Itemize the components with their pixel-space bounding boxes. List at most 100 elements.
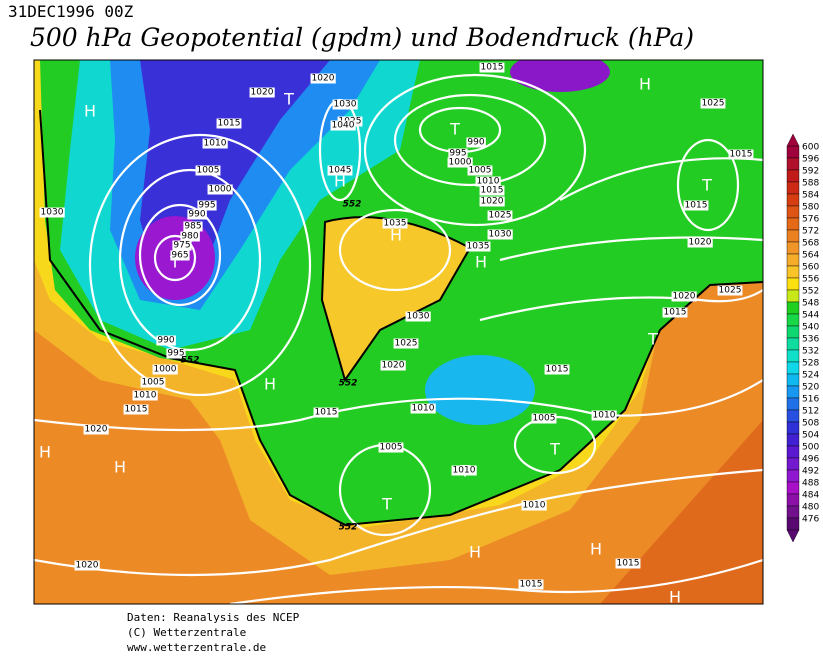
isobar-label: 1020 <box>312 74 335 84</box>
isobar-label: 1025 <box>489 211 512 221</box>
isobar-label-bg <box>183 221 203 232</box>
isobar-label-bg <box>327 165 353 176</box>
isobar-label-bg <box>330 120 356 131</box>
isobar-label-bg <box>410 403 436 414</box>
pressure-center: H <box>469 543 481 562</box>
isobar-label-bg <box>671 291 697 302</box>
isobar-label-bg <box>180 231 200 242</box>
isobar-label-bg <box>544 364 570 375</box>
pressure-center: T <box>647 330 658 349</box>
isobar-label-bg <box>172 240 192 251</box>
footer-line: www.wetterzentrale.de <box>127 641 266 654</box>
isobar-label: 1005 <box>380 443 403 453</box>
colorbar-swatch <box>786 253 800 267</box>
map-labels: HTHTHTHHTHTHHTTTHHH101510201020103010251… <box>39 62 754 604</box>
isobar-label-bg <box>479 62 505 73</box>
pressure-center: H <box>590 540 602 559</box>
colorbar-swatch <box>786 445 800 459</box>
colorbar-label: 484 <box>802 491 819 501</box>
contour-552 <box>39 109 763 527</box>
field-trough <box>425 355 535 425</box>
colorbar-label: 540 <box>802 323 819 333</box>
isobar-label-bg <box>662 307 688 318</box>
colorbar-label: 584 <box>802 191 819 201</box>
isobar-label-bg <box>380 360 406 371</box>
colorbar-label: 524 <box>802 371 819 381</box>
isobar-label: 1000 <box>449 158 472 168</box>
colorbar-swatch <box>786 313 800 327</box>
isobar-label-bg <box>216 118 242 129</box>
colorbar-swatch <box>786 301 800 315</box>
colorbar-label: 480 <box>802 503 819 513</box>
isobar-label: 1005 <box>469 166 492 176</box>
isobar-label: 1035 <box>384 219 407 229</box>
isobar-label: 1000 <box>154 365 177 375</box>
isobar-label-bg <box>202 138 228 149</box>
isobar-label: 1015 <box>481 63 504 73</box>
pressure-center: T <box>381 495 392 514</box>
isobar-label-bg <box>448 148 468 159</box>
colorbar-label: 528 <box>802 359 819 369</box>
colorbar-label: 516 <box>802 395 819 405</box>
colorbar-label: 508 <box>802 419 819 429</box>
isobar-label-bg <box>156 335 176 346</box>
isobar-label-bg <box>393 338 419 349</box>
isobar-label-bg <box>451 465 477 476</box>
colorbar-label: 476 <box>802 515 819 525</box>
isobar-label: 990 <box>467 138 484 148</box>
isobar-label-bg <box>152 364 178 375</box>
colorbar-swatch <box>786 409 800 423</box>
isobar-label-bg <box>683 200 709 211</box>
colorbar-label: 544 <box>802 311 819 321</box>
colorbar-label: 532 <box>802 347 819 357</box>
isobar-label: 1005 <box>197 166 220 176</box>
colorbar-swatch <box>786 517 800 531</box>
colorbar-label: 548 <box>802 299 819 309</box>
colorbar-cap-bottom <box>786 529 800 543</box>
colorbar-swatch <box>786 277 800 291</box>
colorbar-label: 592 <box>802 167 819 177</box>
colorbar-label: 560 <box>802 263 819 273</box>
isobar-label: 1000 <box>209 185 232 195</box>
isobar-label-bg <box>140 377 166 388</box>
isobar-label-bg <box>249 87 275 98</box>
pressure-center: H <box>639 75 651 94</box>
footer-line: Daten: Reanalysis des NCEP <box>127 611 300 624</box>
map-frame <box>33 59 764 605</box>
contour-label: 552 <box>343 200 362 210</box>
isobar-label: 1030 <box>489 230 512 240</box>
colorbar-swatch <box>786 265 800 279</box>
isobar-label: 1020 <box>673 292 696 302</box>
isobar-label-bg <box>39 207 65 218</box>
isobar-label: 1025 <box>719 286 742 296</box>
field-hot <box>600 420 763 604</box>
isobar-label-bg <box>332 99 358 110</box>
isobar-label-bg <box>405 311 431 322</box>
colorbar-swatch <box>786 145 800 159</box>
pressure-center: H <box>475 253 487 272</box>
isobar-label-bg <box>310 73 336 84</box>
isobar-label-bg <box>531 413 557 424</box>
isobar-label: 995 <box>449 149 466 159</box>
pressure-center: T <box>549 440 560 459</box>
isobar-label: 1020 <box>382 361 405 371</box>
isobar-label-bg <box>207 184 233 195</box>
isobar-label: 1030 <box>334 100 357 110</box>
isobar-label: 1025 <box>702 99 725 109</box>
isobar-label-bg <box>487 229 513 240</box>
colorbar-swatch <box>786 289 800 303</box>
colorbar-cap-top <box>786 133 800 147</box>
colorbar-swatch <box>786 361 800 375</box>
isobar-label: 1010 <box>477 177 500 187</box>
isobar-label-bg <box>466 137 486 148</box>
isobar-label: 1010 <box>593 411 616 421</box>
isobar-label: 985 <box>184 222 201 232</box>
isobar-label: 990 <box>188 210 205 220</box>
colorbar-label: 488 <box>802 479 819 489</box>
isobar-label: 980 <box>181 232 198 242</box>
isobar-label-bg <box>717 285 743 296</box>
contour-label: 552 <box>339 523 358 533</box>
colorbar-label: 496 <box>802 455 819 465</box>
pressure-center: H <box>390 226 402 245</box>
